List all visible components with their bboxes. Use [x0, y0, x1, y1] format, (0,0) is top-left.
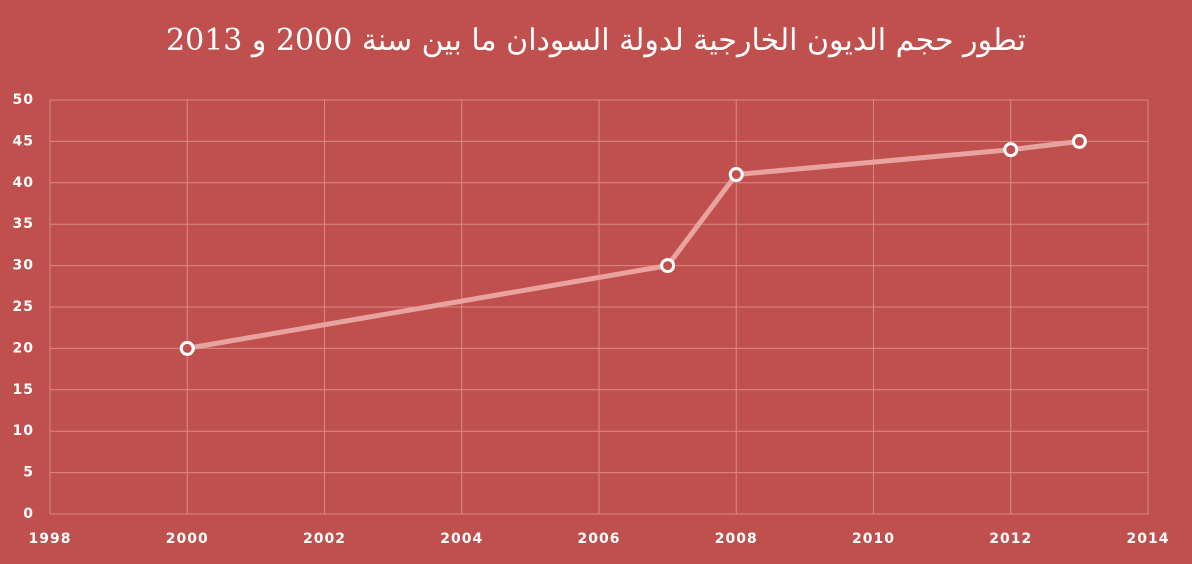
y-tick-label: 5	[23, 465, 34, 481]
y-tick-label: 15	[13, 382, 34, 398]
y-tick-label: 35	[13, 216, 34, 232]
x-tick-label: 2002	[303, 531, 346, 547]
y-tick-label: 10	[13, 423, 34, 439]
point	[1071, 133, 1087, 149]
point	[1003, 142, 1019, 158]
y-tick-label: 45	[13, 133, 34, 149]
point	[660, 258, 676, 274]
y-tick-label: 25	[13, 299, 34, 315]
y-tick-label: 30	[13, 258, 34, 274]
x-tick-label: 2010	[852, 531, 895, 547]
point	[728, 167, 744, 183]
x-tick-label: 2004	[440, 531, 483, 547]
x-tick-label: 2012	[989, 531, 1032, 547]
y-tick-label: 20	[13, 340, 34, 356]
x-tick-label: 2008	[715, 531, 758, 547]
x-tick-label: 2014	[1127, 531, 1170, 547]
y-tick-label: 40	[13, 175, 34, 191]
x-tick-label: 1998	[29, 531, 72, 547]
y-tick-label: 0	[23, 506, 34, 522]
x-tick-label: 2006	[578, 531, 621, 547]
point	[179, 340, 195, 356]
x-tick-label: 2000	[166, 531, 209, 547]
y-tick-label: 50	[13, 92, 34, 108]
chart-title: تطور حجم الديون الخارجية لدولة السودان م…	[166, 23, 1026, 58]
